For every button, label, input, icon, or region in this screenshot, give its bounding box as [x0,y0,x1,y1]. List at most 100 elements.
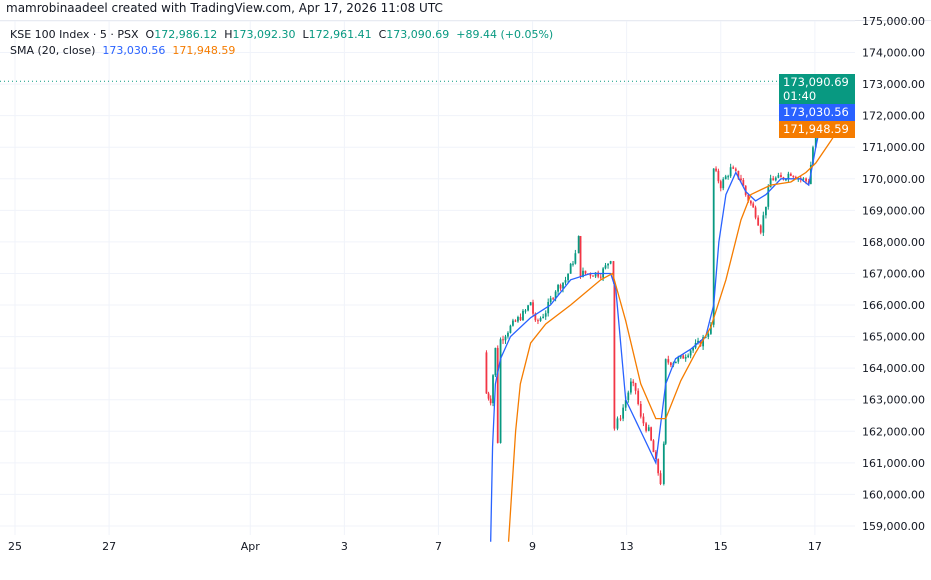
candle-body [509,325,512,333]
candle-body [732,167,735,169]
candle-body [609,261,612,264]
candle-body [569,263,572,274]
candle-body [652,440,655,453]
candle-body [616,418,619,429]
candle-body [567,273,569,281]
candle-body [759,225,762,233]
candle-body [702,337,705,347]
candle-body [622,407,625,419]
candle-body [562,282,564,289]
candle-body [552,298,555,300]
candle-body [662,443,665,484]
candle-body [762,215,765,233]
symbol-label[interactable]: KSE 100 Index · 5 · PSX [10,28,139,41]
candle-body [664,359,667,444]
ohlc-row: KSE 100 Index · 5 · PSX O172,986.12 H173… [10,27,553,43]
high-value: 173,092.30 [232,28,296,41]
candle-body [577,236,580,254]
low-value: 172,961.41 [308,28,372,41]
candle-body [634,383,637,391]
y-tick-label: 159,000.00 [862,520,925,533]
candle-body [559,284,562,289]
candle-body [502,339,504,341]
candle-body [729,167,732,177]
y-tick-label: 166,000.00 [862,299,925,312]
y-tick-label: 170,000.00 [862,173,925,186]
candle-body [650,427,653,441]
x-tick-label: 15 [714,540,728,553]
low-label: L [302,28,309,41]
candle-body [534,313,537,321]
y-tick-label: 175,000.00 [862,15,925,28]
candle-body [747,194,750,201]
candle-body [787,173,790,180]
candle-body [524,310,527,312]
candle-body [624,400,627,408]
y-tick-label: 167,000.00 [862,267,925,280]
candle-body [794,176,797,179]
candle-body [709,324,712,334]
candle-body [487,393,490,399]
candle-body [627,392,630,401]
candle-body [769,178,772,188]
sma-line-orange [507,116,847,542]
candle-body [654,452,657,460]
candle-body [682,355,685,359]
candle-body [780,175,782,178]
candle-body [514,320,517,322]
candle-body [645,423,647,431]
candle-body [812,147,814,165]
candle-body [724,176,727,180]
candle-body [532,302,534,314]
candle-body [802,178,805,180]
candle-body [689,350,692,356]
candle-body [777,175,780,178]
candle-body [679,355,682,358]
candle-body [774,177,777,181]
candle-body [613,281,616,429]
candle-body [557,284,559,292]
candle-body [584,270,587,274]
x-tick-label: 9 [529,540,536,553]
candle-body [719,181,722,189]
candle-body [717,170,720,182]
candle-body [489,398,492,404]
candle-body [607,263,609,266]
candle-body [504,336,507,341]
open-label: O [145,28,155,41]
candle-body [757,217,760,226]
candle-body [512,320,514,326]
bar-countdown: 01:40 [783,89,817,103]
candle-body [547,301,550,314]
x-tick-label: 3 [341,540,348,553]
candle-body [715,168,717,171]
x-tick-label: 13 [620,540,634,553]
candle-body [592,275,594,277]
candle-body [542,316,545,319]
candle-body [785,179,787,181]
y-tick-label: 165,000.00 [862,331,925,344]
change-value: +89.44 (+0.05%) [456,28,554,41]
sma-label[interactable]: SMA (20, close) [10,44,96,57]
candle-body [674,361,677,364]
candle-body [517,317,519,322]
sma-row: SMA (20, close) 173,030.56 171,948.59 [10,43,553,59]
candle-body [572,263,574,265]
y-tick-label: 168,000.00 [862,236,925,249]
candle-body [612,261,615,282]
candle-body [772,178,775,181]
y-tick-label: 163,000.00 [862,394,925,407]
x-tick-label: 27 [102,540,116,553]
candle-body [712,168,715,325]
candle-body [492,375,494,404]
candle-body [539,318,542,321]
sma-line-blue [490,82,847,542]
candle-body [657,459,660,474]
candle-body [507,332,509,337]
close-label: C [378,28,387,41]
candle-body [544,313,547,317]
sma2-value: 171,948.59 [172,44,236,57]
candle-body [604,265,607,269]
